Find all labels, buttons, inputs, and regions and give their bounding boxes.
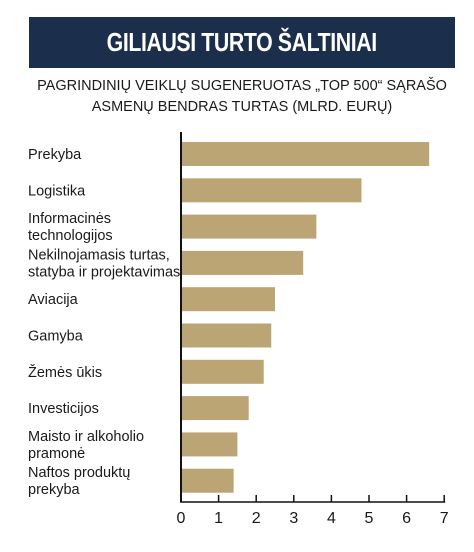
category-label-4-0: Aviacija bbox=[28, 292, 79, 308]
bar-3 bbox=[181, 250, 304, 275]
bar-1 bbox=[181, 178, 362, 203]
title-bar: GILIAUSI TURTO ŠALTINIAI bbox=[29, 17, 455, 68]
x-tick-label-0: 0 bbox=[177, 510, 186, 527]
bar-7 bbox=[181, 396, 249, 421]
bar-6 bbox=[181, 359, 264, 384]
bar-5 bbox=[181, 323, 272, 348]
category-label-2-0: Informacinės bbox=[28, 211, 111, 227]
bar-2 bbox=[181, 214, 317, 239]
category-label-9-0: Naftos produktų bbox=[28, 465, 130, 481]
subtitle-line-2: ASMENŲ BENDRAS TURTAS (MLRD. EURŲ) bbox=[91, 99, 393, 115]
bar-8 bbox=[181, 432, 238, 457]
subtitle-line-1: PAGRINDINIŲ VEIKLŲ SUGENERUOTAS „TOP 500… bbox=[37, 78, 447, 94]
chart-subtitle: PAGRINDINIŲ VEIKLŲ SUGENERUOTAS „TOP 500… bbox=[20, 76, 464, 118]
category-label-3-1: statyba ir projektavimas bbox=[28, 264, 180, 280]
category-label-8-1: pramonė bbox=[28, 446, 85, 462]
category-label-5-0: Gamyba bbox=[28, 329, 84, 345]
category-label-0-0: Prekyba bbox=[28, 147, 82, 163]
x-tick-label-4: 4 bbox=[327, 510, 336, 527]
x-tick-label-2: 2 bbox=[252, 510, 261, 527]
x-tick-label-6: 6 bbox=[402, 510, 411, 527]
bar-9 bbox=[181, 468, 234, 493]
x-tick-label-5: 5 bbox=[365, 510, 374, 527]
category-label-1-0: Logistika bbox=[28, 183, 86, 199]
chart-title: GILIAUSI TURTO ŠALTINIAI bbox=[106, 27, 378, 57]
x-tick-label-3: 3 bbox=[289, 510, 298, 527]
category-label-6-0: Žemės ūkis bbox=[28, 364, 102, 381]
category-label-3-0: Nekilnojamasis turtas, bbox=[28, 247, 170, 263]
x-tick-label-1: 1 bbox=[214, 510, 223, 527]
bar-0 bbox=[181, 142, 430, 166]
category-label-7-0: Investicijos bbox=[28, 401, 99, 417]
category-label-9-1: prekyba bbox=[28, 482, 81, 498]
category-label-2-1: technologijos bbox=[28, 228, 113, 244]
x-tick-label-7: 7 bbox=[440, 510, 449, 527]
category-label-8-0: Maisto ir alkoholio bbox=[28, 429, 144, 445]
bar-4 bbox=[181, 287, 275, 312]
